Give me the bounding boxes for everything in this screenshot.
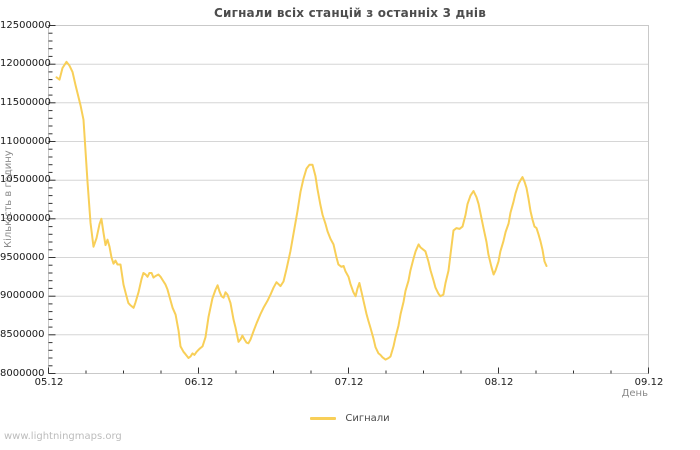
y-tick-label: 8500000 [0, 329, 45, 340]
x-axis-title: День [621, 388, 648, 399]
legend: Сигнали [0, 413, 700, 424]
y-tick-label: 11000000 [0, 136, 51, 147]
y-axis-title: Кількість в годину [1, 25, 16, 373]
y-tick-label: 9500000 [0, 252, 45, 263]
x-tick-label: 07.12 [334, 377, 364, 388]
y-tick-label: 9000000 [0, 290, 45, 301]
x-tick-label: 06.12 [184, 377, 214, 388]
y-tick-label: 10500000 [0, 174, 51, 185]
y-tick-label: 12000000 [0, 58, 51, 69]
legend-line-swatch [310, 417, 337, 420]
watermark: www.lightningmaps.org [4, 431, 122, 442]
x-tick-label: 09.12 [634, 377, 664, 388]
legend-label: Сигнали [345, 413, 390, 424]
series-signals-line [55, 60, 548, 361]
plot-border [48, 25, 649, 374]
y-tick-label: 12500000 [0, 20, 51, 31]
y-tick-label: 8000000 [0, 368, 45, 379]
chart-title: Сигнали всіх станцій з останніх 3 днів [213, 6, 487, 20]
y-tick-label: 11500000 [0, 97, 51, 108]
y-axis-title-text: Кількість в годину [3, 150, 14, 248]
x-tick-label: 05.12 [34, 377, 64, 388]
y-tick-label: 10000000 [0, 213, 51, 224]
x-tick-label: 08.12 [484, 377, 514, 388]
